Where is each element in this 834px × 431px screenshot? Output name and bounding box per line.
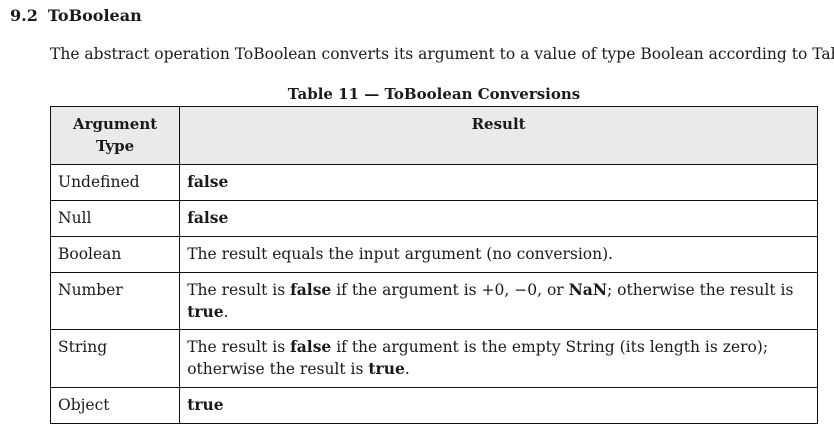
table-row: Boolean The result equals the input argu…	[49, 236, 818, 273]
result-keyword: false	[290, 280, 332, 299]
result-keyword: false	[187, 208, 229, 227]
result-text: The result is	[187, 338, 291, 356]
result-text: The result equals the input argument (no…	[187, 245, 614, 263]
section-title: ToBoolean	[47, 6, 142, 25]
row-result-cell: The result is false if the argument is t…	[179, 329, 818, 388]
result-keyword: true	[368, 359, 405, 378]
conversion-table: Argument Type Result Undefined false Nul…	[49, 106, 818, 424]
result-keyword: true	[187, 302, 224, 321]
result-text: .	[223, 303, 229, 321]
table-caption: Table 11 — ToBoolean Conversions	[287, 85, 581, 103]
header-argument-type: Argument Type	[49, 106, 181, 165]
result-text: if the argument is the empty String (its…	[187, 338, 769, 378]
table-row: Object true	[49, 387, 818, 424]
row-type-cell: Number	[49, 272, 181, 330]
result-keyword: true	[187, 395, 224, 414]
table-body: Undefined false Null false Boolean The r…	[49, 164, 818, 424]
row-type-cell: String	[49, 329, 181, 388]
section-number: 9.2	[10, 6, 38, 25]
row-type-cell: Object	[49, 387, 181, 424]
table-row: Number The result is false if the argume…	[49, 272, 818, 330]
row-type-cell: Undefined	[49, 164, 181, 201]
table-header-row: Argument Type Result	[49, 106, 818, 165]
intro-paragraph: The abstract operation ToBoolean convert…	[50, 45, 834, 63]
row-type-cell: Boolean	[49, 236, 181, 273]
row-result-cell: false	[179, 200, 818, 237]
result-text: .	[404, 360, 410, 378]
result-keyword: NaN	[568, 280, 608, 299]
result-text: if the argument is +0, −0, or	[331, 281, 569, 299]
row-result-cell: false	[179, 164, 818, 201]
result-text: ; otherwise the result is	[607, 281, 794, 299]
table-row: Undefined false	[49, 164, 818, 201]
header-result: Result	[179, 106, 818, 165]
table-row: Null false	[49, 200, 818, 237]
result-keyword: false	[290, 337, 332, 356]
row-type-cell: Null	[49, 200, 181, 237]
result-keyword: false	[187, 172, 229, 191]
section-heading: 9.2 ToBoolean	[10, 5, 142, 27]
result-text: The result is	[187, 281, 291, 299]
row-result-cell: The result is false if the argument is +…	[179, 272, 818, 330]
row-result-cell: true	[179, 387, 818, 424]
table-row: String The result is false if the argume…	[49, 329, 818, 388]
row-result-cell: The result equals the input argument (no…	[179, 236, 818, 273]
